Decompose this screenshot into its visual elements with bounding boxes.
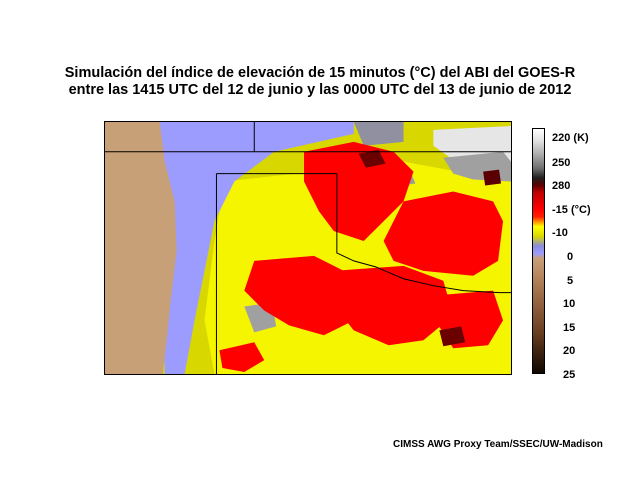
colorbar-label: 25 — [563, 369, 576, 381]
colorbar-label: 220 (K) — [552, 132, 589, 144]
lavender-area — [154, 122, 354, 374]
colorbar-label: 15 — [563, 322, 576, 334]
red-area — [363, 201, 389, 222]
colorbar-label: 280 — [552, 180, 571, 192]
colorbar-label: 20 — [563, 345, 576, 357]
colorbar-label: 0 — [567, 251, 574, 263]
tan-area — [105, 122, 177, 374]
state-boundary — [216, 173, 511, 294]
dark-red-core — [358, 149, 386, 168]
colorbar — [532, 128, 545, 374]
dark-red-core — [483, 169, 502, 186]
red-area — [383, 191, 504, 276]
colorbar-label: -10 — [552, 227, 568, 239]
colorbar-label: 250 — [552, 157, 571, 169]
colorbar-label: 5 — [567, 275, 574, 287]
red-area — [219, 342, 265, 373]
cloud-area-gray — [353, 122, 404, 146]
red-area — [333, 265, 454, 346]
lifted-index-map — [104, 121, 512, 375]
dark-red-core — [439, 326, 466, 347]
map-title-line-2: entre las 1415 UTC del 12 de junio y las… — [68, 82, 572, 98]
colorbar-label: -15 (°C) — [552, 204, 591, 216]
map-title-line-1: Simulación del índice de elevación de 15… — [64, 65, 576, 81]
colorbar-label: 10 — [563, 298, 576, 310]
credit-text: CIMSS AWG Proxy Team/SSEC/UW-Madison — [393, 439, 603, 450]
